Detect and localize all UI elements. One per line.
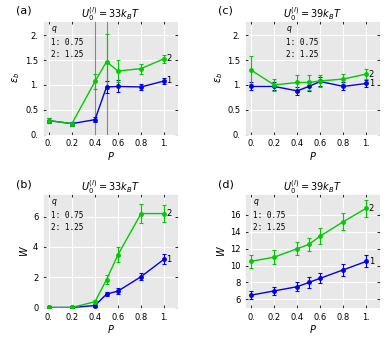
X-axis label: $P$: $P$ (309, 150, 317, 162)
Text: (d): (d) (218, 179, 234, 189)
Text: $q$
1: 0.75
2: 1.25: $q$ 1: 0.75 2: 1.25 (51, 24, 83, 58)
Title: $U_0^{(l)}=39k_BT$: $U_0^{(l)}=39k_BT$ (283, 5, 342, 23)
Y-axis label: $\varepsilon_b$: $\varepsilon_b$ (213, 72, 225, 83)
Title: $U_0^{(l)}=33k_BT$: $U_0^{(l)}=33k_BT$ (81, 178, 140, 196)
Title: $U_0^{(l)}=39k_BT$: $U_0^{(l)}=39k_BT$ (283, 178, 342, 196)
Text: 1: 1 (167, 255, 172, 264)
Text: 2: 2 (369, 203, 374, 213)
Text: (b): (b) (16, 179, 32, 189)
X-axis label: $P$: $P$ (309, 323, 317, 335)
Text: (a): (a) (16, 6, 32, 16)
Y-axis label: $W$: $W$ (215, 245, 227, 257)
Text: $q$
1: 0.75
2: 1.25: $q$ 1: 0.75 2: 1.25 (254, 197, 286, 232)
X-axis label: $P$: $P$ (107, 323, 114, 335)
Text: 1: 1 (167, 77, 172, 86)
Text: $q$
1: 0.75
2: 1.25: $q$ 1: 0.75 2: 1.25 (286, 24, 318, 58)
Text: (c): (c) (218, 6, 233, 16)
Text: 2: 2 (369, 69, 374, 79)
Y-axis label: $\varepsilon_b$: $\varepsilon_b$ (11, 72, 22, 83)
Text: 2: 2 (167, 54, 172, 63)
Text: 2: 2 (167, 209, 172, 218)
X-axis label: $P$: $P$ (107, 150, 114, 162)
Text: 1: 1 (369, 79, 374, 88)
Y-axis label: $W$: $W$ (18, 245, 30, 257)
Text: $q$
1: 0.75
2: 1.25: $q$ 1: 0.75 2: 1.25 (51, 197, 83, 232)
Title: $U_0^{(l)}=33k_BT$: $U_0^{(l)}=33k_BT$ (81, 5, 140, 23)
Text: 1: 1 (369, 257, 374, 266)
